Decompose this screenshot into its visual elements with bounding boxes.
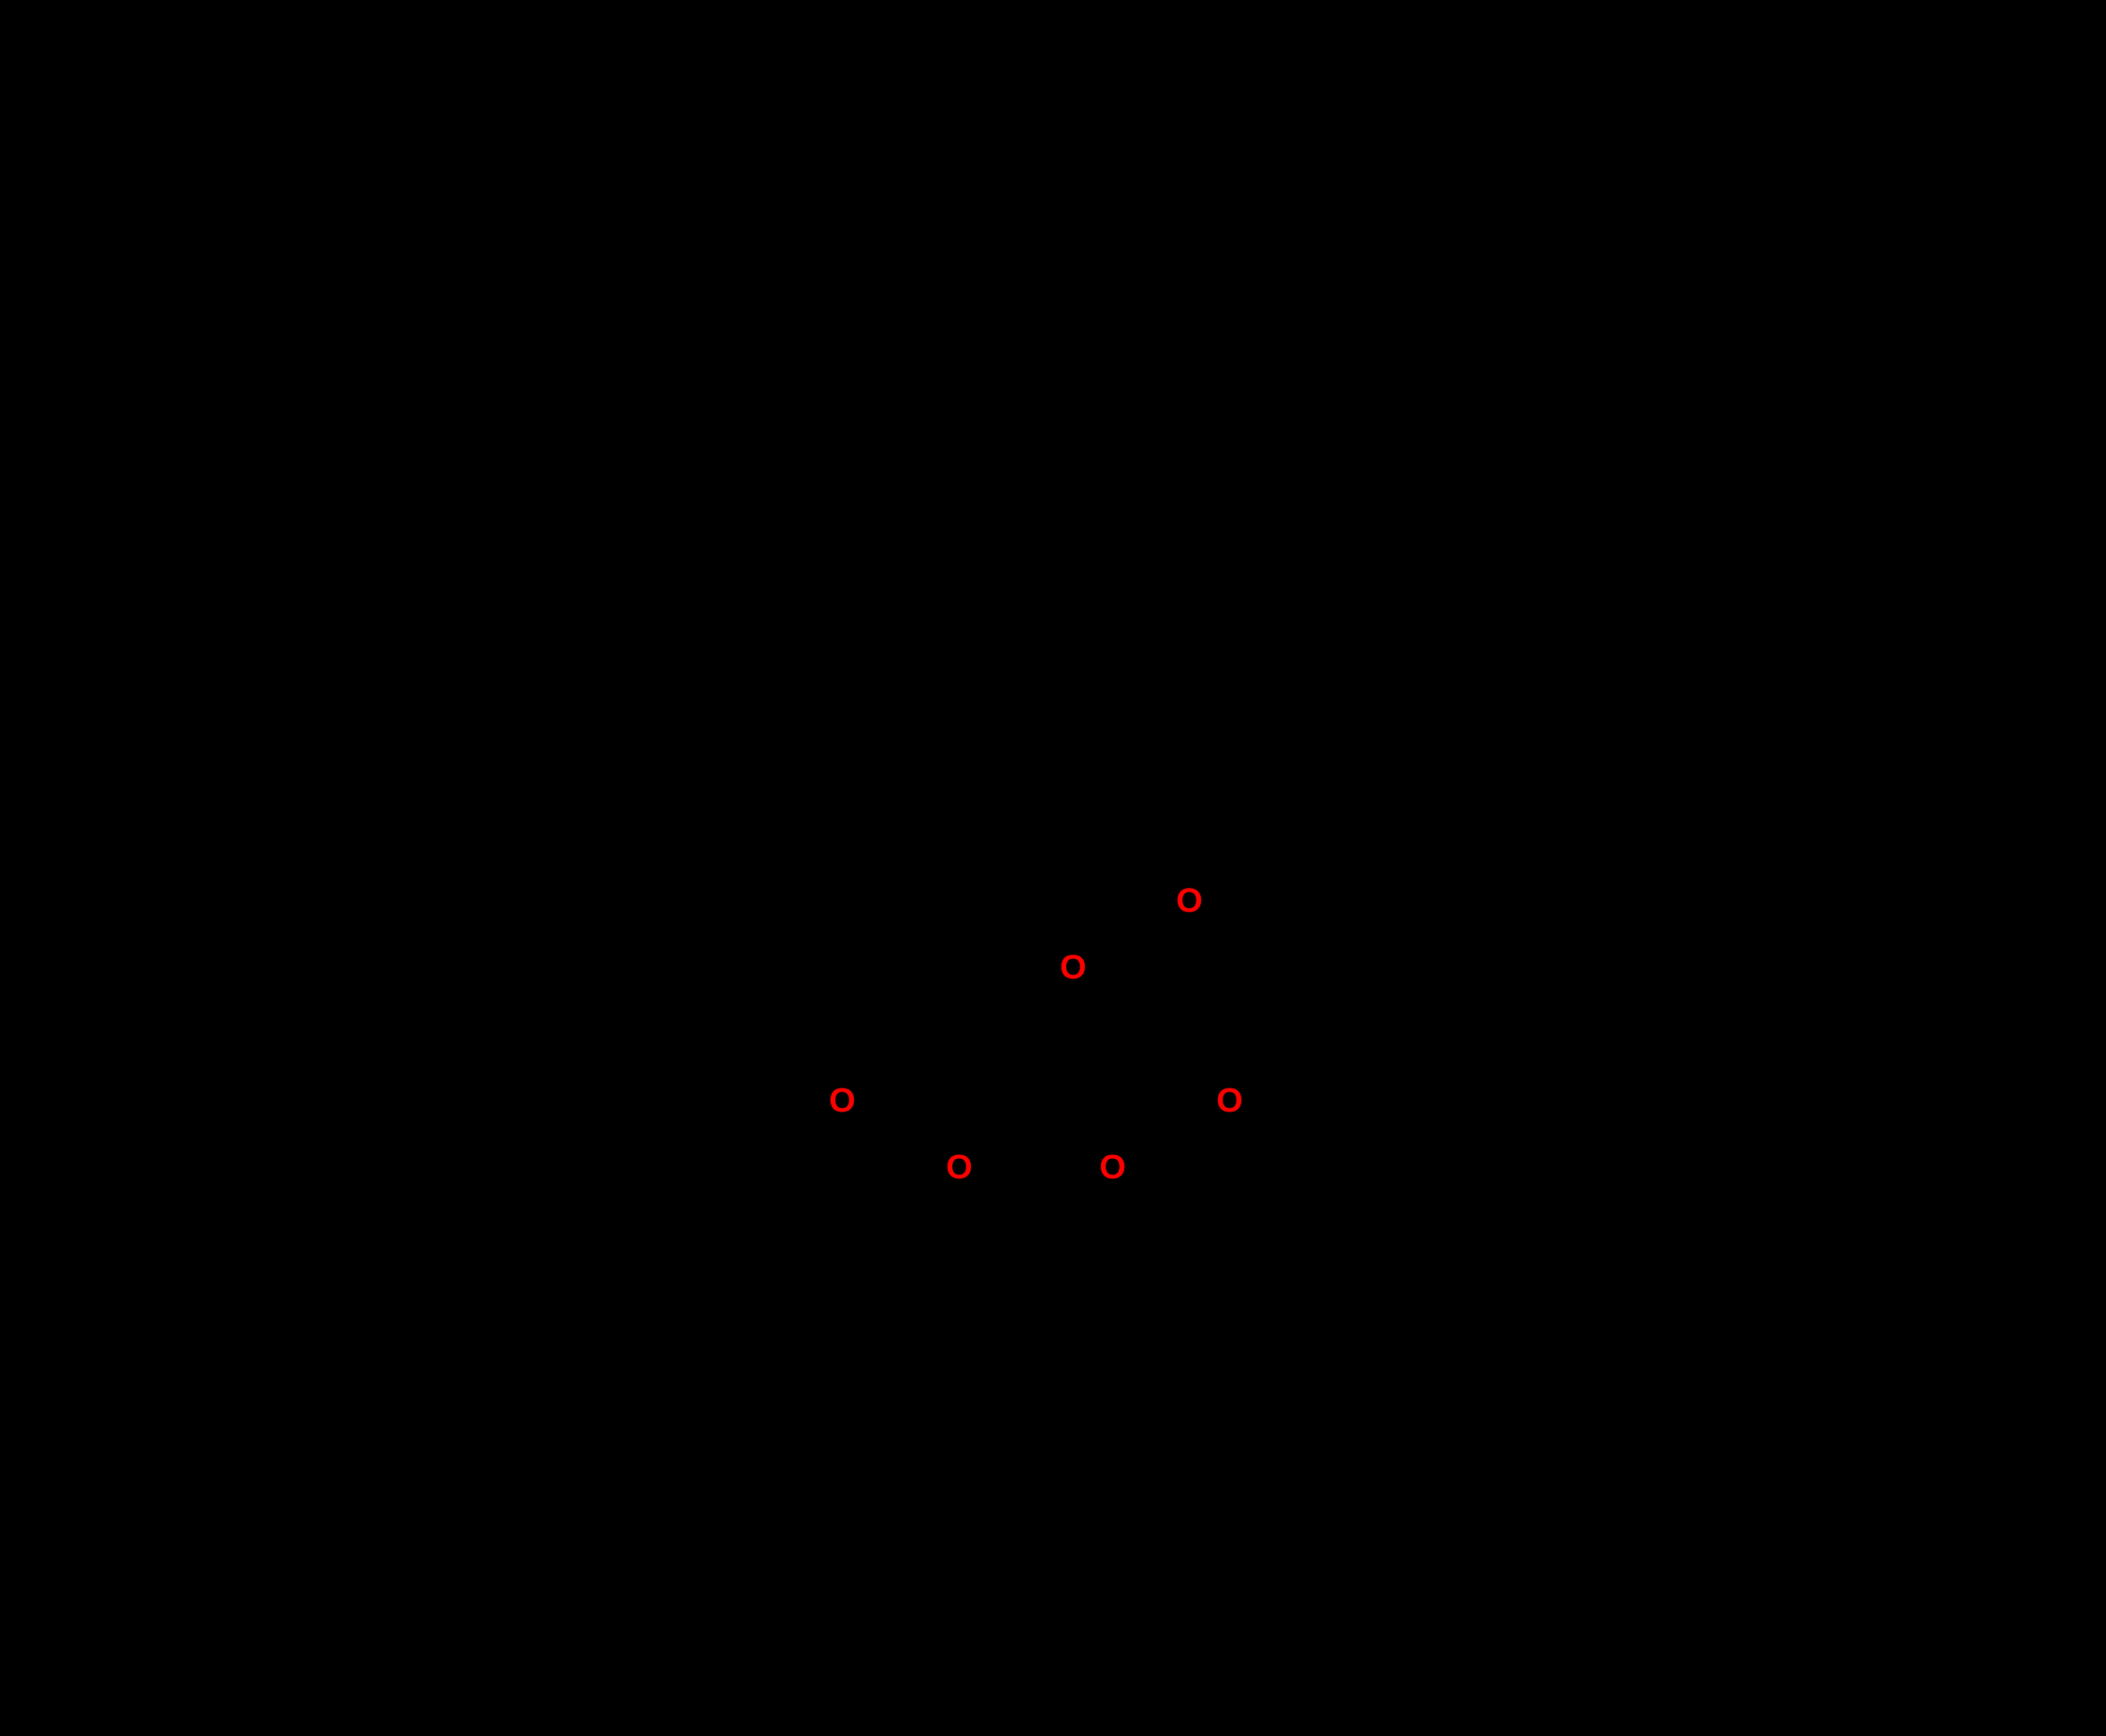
atom-O5: O — [1099, 1150, 1126, 1184]
atom-O4: O — [946, 1150, 972, 1184]
molecule-canvas: O O O O O O — [0, 0, 2106, 1736]
atom-O6: O — [1216, 1084, 1243, 1118]
atom-O2: O — [1060, 951, 1086, 985]
atom-O3: O — [829, 1084, 855, 1118]
atom-O1: O — [1176, 884, 1203, 918]
